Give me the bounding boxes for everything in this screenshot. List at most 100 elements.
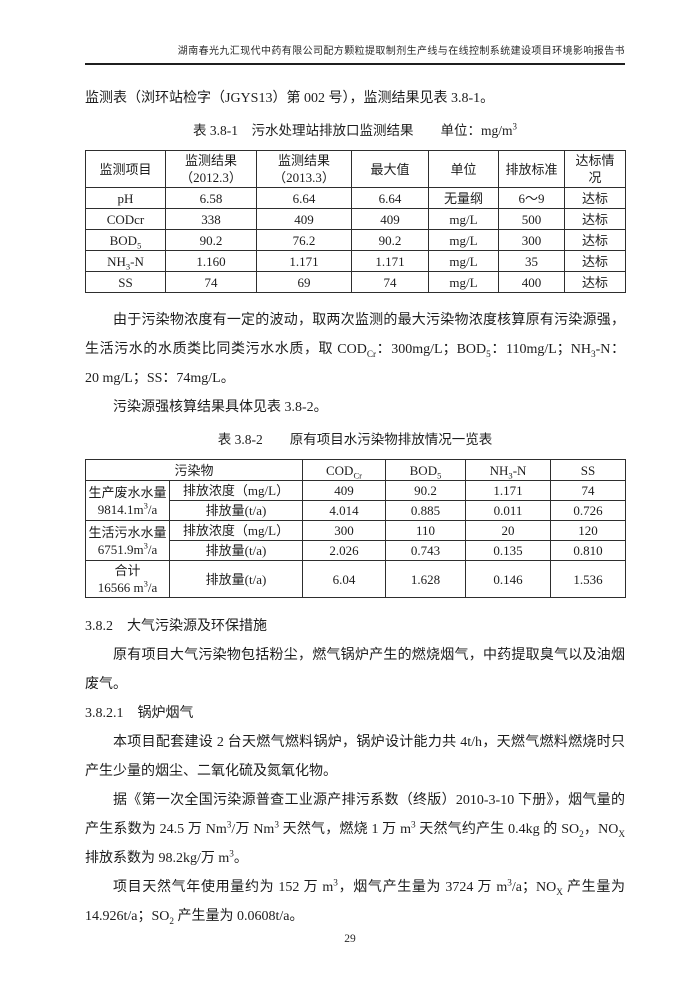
table-cell: CODcr [85, 208, 166, 230]
monitoring-results-table: 监测项目 监测结果 （2012.3） 监测结果 （2013.3） 最大值 单位 排放标准 达标情… [85, 150, 626, 293]
table-cell: mg/L [428, 229, 499, 251]
table-cell: 74 [550, 480, 627, 501]
table-header-cell: BOD5 [385, 459, 467, 481]
table-cell: 90.2 [385, 480, 467, 501]
table-cell: 409 [351, 208, 429, 230]
table-cell: 90.2 [165, 229, 257, 251]
table-cell: 达标 [564, 250, 626, 272]
table-cell: 120 [550, 520, 627, 541]
table-header-row: 污染物 CODCr BOD5 NH3-N SS [84, 459, 627, 481]
section-heading-3-8-2-1: 3.8.2.1 锅炉烟气 [85, 706, 194, 721]
table-header-cell: 监测结果 （2012.3） [165, 150, 257, 188]
table-cell: mg/L [428, 250, 499, 272]
table-cell: 0.743 [385, 540, 467, 561]
page-number: 29 [344, 933, 356, 945]
table-row: SS 74 69 74 mg/L 400 达标 [85, 271, 626, 293]
table-cell: 6.58 [165, 187, 257, 209]
table-cell: 90.2 [351, 229, 429, 251]
table-row: CODcr 338 409 409 mg/L 500 达标 [85, 208, 626, 230]
table-row: 生活污水水量 6751.9m3/a 排放浓度（mg/L） 300 110 20 120 [85, 520, 627, 561]
table-cell: 300 [302, 520, 387, 541]
table-cell: 排放量(t/a) [168, 540, 304, 561]
table-cell: 生活污水水量 6751.9m3/a [85, 520, 170, 561]
table-header-cell: 排放标准 [498, 150, 565, 188]
table-header-cell: 最大值 [351, 150, 429, 188]
table-cell: 排放量(t/a) [168, 500, 304, 521]
table-row: pH 6.58 6.64 6.64 无量纲 6～9 达标 [85, 187, 626, 209]
table-cell: 400 [498, 271, 565, 293]
wastewater-discharge-table: 污染物 CODCr BOD5 NH3-N SS 生产废水水量 9814.1m3/a 排放浓度（… [84, 459, 627, 598]
boiler-paragraph: 本项目配套建设 2 台天燃气燃料锅炉，锅炉设计能力共 4t/h，天燃气燃料燃烧时… [85, 735, 625, 779]
table-cell: 1.536 [550, 560, 627, 598]
table-row: 合计 16566 m3/a 排放量(t/a) 6.04 1.628 0.146 1.536 [85, 560, 627, 598]
table-cell: 无量纲 [428, 187, 499, 209]
table-cell: 6～9 [498, 187, 565, 209]
table-cell: pH [85, 187, 166, 209]
table-cell: 2.026 [302, 540, 387, 561]
table-cell: 达标 [564, 229, 626, 251]
table-cell: 35 [498, 250, 565, 272]
table-cell: 达标 [564, 271, 626, 293]
table-cell: mg/L [428, 271, 499, 293]
table-cell: 500 [498, 208, 565, 230]
table-cell: 排放量(t/a) [168, 560, 304, 598]
table-cell: 1.160 [165, 250, 257, 272]
table-header-cell: 监测项目 [85, 150, 166, 188]
table-cell: 6.04 [302, 560, 387, 598]
table-header-cell: 单位 [428, 150, 499, 188]
table-cell: 0.726 [550, 500, 627, 521]
table-cell: 1.628 [385, 560, 467, 598]
fluctuation-paragraph: 由于污染物浓度有一定的波动，取两次监测的最大污染物浓度核算原有污染源强，生活污水… [85, 313, 625, 386]
table-header-cell: 达标情况 [564, 150, 626, 188]
table-cell: NH3-N [85, 250, 166, 272]
table-cell: 74 [351, 271, 429, 293]
table-cell: 0.135 [465, 540, 552, 561]
table-cell: 76.2 [256, 229, 352, 251]
table-cell: 338 [165, 208, 257, 230]
table-cell: 74 [165, 271, 257, 293]
table-cell: 4.014 [302, 500, 387, 521]
intro-paragraph: 监测表（浏环站检字（JGYS13）第 002 号），监测结果见表 3.8-1。 [85, 91, 495, 106]
table-header-cell: NH3-N [465, 459, 552, 481]
table-header-cell: 监测结果 （2013.3） [256, 150, 352, 188]
table-cell: 排放浓度（mg/L） [168, 480, 304, 501]
table-cell: 69 [256, 271, 352, 293]
see-table2-paragraph: 污染源强核算结果具体见表 3.8-2。 [113, 400, 328, 415]
header-title: 湖南春光九汇现代中药有限公司配方颗粒提取制剂生产线与在线控制系统建设项目环境影响… [177, 46, 625, 57]
table-cell: 达标 [564, 208, 626, 230]
page-header: 湖南春光九汇现代中药有限公司配方颗粒提取制剂生产线与在线控制系统建设项目环境影响… [85, 42, 625, 65]
table-row: BOD5 90.2 76.2 90.2 mg/L 300 达标 [85, 229, 626, 251]
table-row: 生产废水水量 9814.1m3/a 排放浓度（mg/L） 409 90.2 1.171 74 [85, 480, 627, 521]
air-pollutants-paragraph: 原有项目大气污染物包括粉尘，燃气锅炉产生的燃烧烟气，中药提取臭气以及油烟废气。 [85, 648, 625, 692]
section-heading-3-8-2: 3.8.2 大气污染源及环保措施 [85, 619, 267, 634]
table-cell: 0.146 [465, 560, 552, 598]
emission-coefficient-paragraph: 据《第一次全国污染源普查工业源产排污系数（终版）2010-3-10 下册》，烟气… [85, 793, 625, 866]
table-cell: 达标 [564, 187, 626, 209]
table-cell: 排放浓度（mg/L） [168, 520, 304, 541]
table-cell: 300 [498, 229, 565, 251]
table-cell: 1.171 [256, 250, 352, 272]
table-row: 排放量(t/a) 4.014 0.885 0.011 0.726 [86, 500, 627, 521]
table-cell: 20 [465, 520, 552, 541]
table-header-cell: CODCr [302, 459, 387, 481]
table-cell: 0.810 [550, 540, 627, 561]
table-header-cell: 污染物 [84, 459, 304, 481]
table-cell: 生产废水水量 9814.1m3/a [85, 480, 170, 521]
table-cell: mg/L [428, 208, 499, 230]
gas-usage-paragraph: 项目天然气年使用量约为 152 万 m3，烟气产生量为 3724 万 m3/a；… [85, 877, 626, 926]
table-cell: 409 [256, 208, 352, 230]
table-header-cell: SS [550, 459, 627, 481]
table-1-caption: 表 3.8-1 污水处理站排放口监测结果 单位：mg/m3 [193, 121, 517, 138]
table-cell: 合计 16566 m3/a [85, 560, 170, 598]
table-cell: 6.64 [351, 187, 429, 209]
table-cell: SS [85, 271, 166, 293]
table-cell: 0.011 [465, 500, 552, 521]
table-2-caption: 表 3.8-2 原有项目水污染物排放情况一览表 [217, 432, 493, 447]
table-cell: BOD5 [85, 229, 166, 251]
table-cell: 6.64 [256, 187, 352, 209]
table-cell: 1.171 [465, 480, 552, 501]
table-cell: 0.885 [385, 500, 467, 521]
table-cell: 110 [385, 520, 467, 541]
table-cell: 1.171 [351, 250, 429, 272]
